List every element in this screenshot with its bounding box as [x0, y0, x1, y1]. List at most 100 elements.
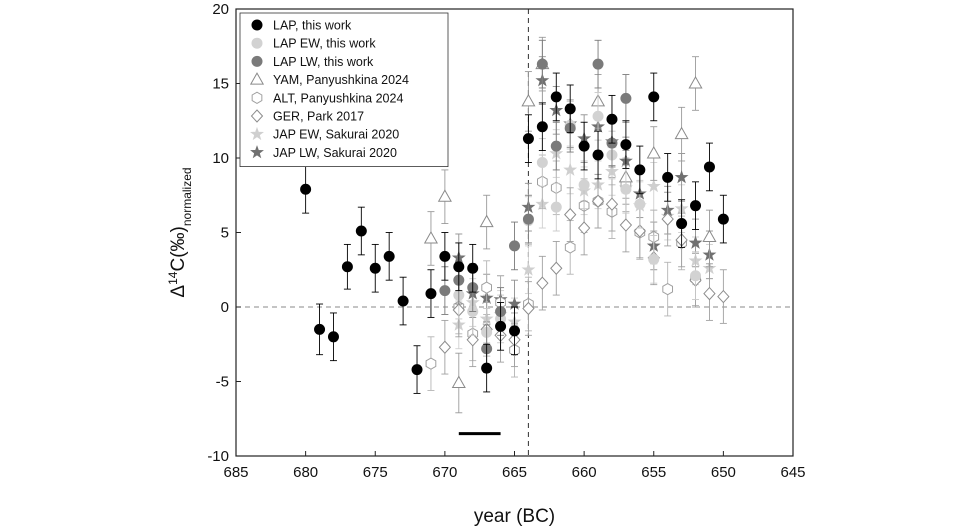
x-tick-label: 655: [641, 464, 666, 481]
legend-item: ALT, Panyushkina 2024: [251, 91, 403, 105]
data-point: [564, 207, 577, 222]
data-point: [646, 146, 661, 159]
data-point: [550, 140, 562, 152]
data-point: [466, 333, 479, 347]
y-tick-label: 10: [212, 150, 229, 167]
data-point: [522, 213, 534, 225]
data-point: [703, 161, 715, 173]
legend-label: JAP LW, Sakurai 2020: [273, 146, 397, 160]
legend-label: JAP EW, Sakurai 2020: [273, 128, 399, 142]
data-point: [536, 276, 549, 290]
data-point: [578, 140, 590, 152]
data-point: [521, 93, 536, 107]
data-point: [411, 364, 423, 376]
data-point: [674, 126, 689, 140]
data-point: [355, 225, 367, 237]
legend-item: YAM, Panyushkina 2024: [249, 72, 409, 87]
y-tick-label: 15: [212, 76, 229, 93]
data-point: [702, 229, 717, 242]
data-point: [521, 262, 536, 276]
y-tick-label: -5: [216, 374, 229, 391]
data-point: [564, 241, 576, 254]
data-point: [536, 58, 548, 70]
legend-item: LAP, this work: [251, 19, 352, 33]
y-axis-title-superscript: 14: [166, 271, 180, 285]
data-point: [369, 262, 381, 274]
legend-box: [239, 12, 449, 168]
data-point: [327, 331, 339, 343]
y-tick-label: 5: [221, 225, 229, 242]
data-point: [646, 179, 661, 193]
data-point: [451, 375, 466, 388]
data-point: [437, 189, 452, 202]
data-point: [522, 133, 534, 145]
data-point: [688, 75, 703, 89]
legend-label: LAP, this work: [273, 19, 352, 33]
legend-marker: [250, 126, 264, 141]
data-point: [592, 149, 604, 161]
legend-marker: [250, 109, 264, 123]
x-tick-label: 650: [711, 464, 736, 481]
data-point: [620, 139, 632, 151]
data-point: [620, 92, 632, 104]
data-point: [550, 201, 562, 213]
data-point: [439, 285, 451, 297]
legend-marker: [251, 37, 263, 49]
data-point: [592, 58, 604, 70]
y-tick-label: -10: [207, 448, 229, 465]
data-point: [648, 253, 660, 265]
data-point: [674, 170, 689, 184]
y-axis-title-main: C(‰): [168, 226, 189, 271]
data-point: [605, 197, 619, 211]
data-point: [423, 230, 439, 244]
data-point: [425, 357, 437, 370]
data-point: [481, 281, 492, 294]
series-2: [439, 39, 632, 374]
data-point: [536, 121, 548, 133]
data-point: [577, 221, 591, 235]
data-point: [314, 323, 326, 335]
legend-marker: [251, 91, 263, 104]
x-tick-label: 665: [502, 464, 527, 481]
data-point: [495, 320, 507, 332]
data-point: [479, 214, 494, 228]
data-point: [606, 113, 618, 125]
data-point: [717, 289, 730, 304]
data-point: [439, 250, 451, 262]
legend-item: JAP EW, Sakurai 2020: [250, 126, 399, 142]
data-point: [592, 110, 604, 122]
legend-marker: [251, 19, 263, 31]
x-tick-label: 680: [293, 464, 318, 481]
data-point: [509, 325, 520, 337]
data-point: [620, 183, 632, 195]
legend-label: LAP LW, this work: [273, 55, 374, 69]
data-point: [425, 288, 437, 300]
axis-ticks: [235, 8, 794, 457]
data-point: [634, 198, 646, 210]
x-tick-label: 685: [223, 464, 248, 481]
y-tick-label: 20: [212, 1, 229, 18]
axis-tick-labels: 685 680 675 670 665 660 655 650 645 -10 -5 0 5 10 15 20: [207, 1, 805, 481]
data-point: [591, 194, 605, 208]
legend-label: GER, Park 2017: [273, 110, 364, 124]
y-axis-title: Δ14C(‰)normalized: [166, 167, 194, 297]
data-point: [619, 218, 633, 232]
data-point: [438, 340, 452, 354]
legend-item: GER, Park 2017: [250, 109, 364, 124]
legend-marker: [251, 55, 263, 67]
legend-item: JAP LW, Sakurai 2020: [250, 145, 397, 160]
data-point: [662, 171, 674, 183]
data-point: [717, 213, 729, 225]
data-point: [453, 261, 465, 273]
data-point: [467, 262, 479, 274]
data-point: [690, 200, 702, 212]
data-point: [703, 286, 716, 301]
data-point: [661, 212, 674, 226]
data-point: [563, 162, 578, 176]
data-point: [578, 179, 590, 191]
data-point: [564, 103, 576, 115]
data-point: [676, 218, 688, 230]
series-3: [423, 36, 717, 414]
legend-item: LAP EW, this work: [251, 37, 376, 51]
